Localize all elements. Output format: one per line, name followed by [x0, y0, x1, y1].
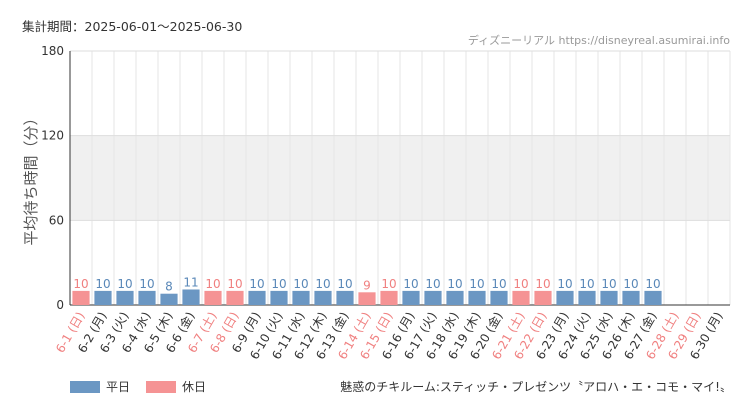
- bar: [622, 290, 640, 305]
- bar-value-label: 10: [447, 277, 462, 291]
- bar: [512, 290, 530, 305]
- bar-value-label: 10: [337, 277, 352, 291]
- bar: [226, 290, 244, 305]
- bar: [468, 290, 486, 305]
- bar-value-label: 10: [315, 277, 330, 291]
- bar: [182, 289, 200, 305]
- bar-value-label: 10: [469, 277, 484, 291]
- bar-value-label: 10: [403, 277, 418, 291]
- bar-value-label: 10: [205, 277, 220, 291]
- bar: [644, 290, 662, 305]
- bar-value-label: 10: [227, 277, 242, 291]
- bar-value-label: 10: [623, 277, 638, 291]
- bar-value-label: 8: [165, 280, 173, 294]
- chart-legend: 平日 休日: [70, 378, 206, 395]
- bar-value-label: 10: [491, 277, 506, 291]
- bar: [600, 290, 618, 305]
- bar: [424, 290, 442, 305]
- bar: [314, 290, 332, 305]
- bar: [534, 290, 552, 305]
- bar-value-label: 10: [117, 277, 132, 291]
- bar: [270, 290, 288, 305]
- bar-value-label: 10: [425, 277, 440, 291]
- attraction-name: 魅惑のチキルーム:スティッチ・プレゼンツ〝アロハ・エ・コモ・マイ!〟: [340, 380, 732, 394]
- bar-value-label: 10: [249, 277, 264, 291]
- bar-value-label: 10: [293, 277, 308, 291]
- bar-value-label: 10: [645, 277, 660, 291]
- bar-value-label: 10: [95, 277, 110, 291]
- bar: [556, 290, 574, 305]
- y-tick-label: 120: [41, 129, 64, 143]
- bar-value-label: 10: [513, 277, 528, 291]
- y-tick-label: 0: [56, 298, 64, 312]
- bar-value-label: 10: [535, 277, 550, 291]
- bar-value-label: 10: [73, 277, 88, 291]
- legend-item-weekday: 平日: [70, 378, 130, 395]
- bar: [116, 290, 134, 305]
- legend-label-holiday: 休日: [182, 380, 207, 394]
- bar: [358, 292, 376, 305]
- collection-period: 集計期間：2025-06-01〜2025-06-30: [22, 19, 243, 34]
- legend-label-weekday: 平日: [106, 380, 131, 394]
- bar: [446, 290, 464, 305]
- bar-value-label: 10: [579, 277, 594, 291]
- bar: [578, 290, 596, 305]
- bar: [402, 290, 420, 305]
- bar: [204, 290, 222, 305]
- bar: [380, 290, 398, 305]
- bar-value-label: 10: [139, 277, 154, 291]
- bar: [160, 293, 178, 305]
- bar-value-label: 10: [557, 277, 572, 291]
- bar-value-label: 10: [381, 277, 396, 291]
- bar: [292, 290, 310, 305]
- legend-item-holiday: 休日: [146, 378, 206, 395]
- legend-swatch-holiday: [146, 380, 177, 393]
- bar: [490, 290, 508, 305]
- bar: [248, 290, 266, 305]
- bar-value-label: 11: [183, 275, 198, 289]
- y-axis-title: 平均待ち時間（分）: [22, 110, 40, 245]
- legend-swatch-weekday: [70, 380, 100, 393]
- y-tick-label: 60: [49, 213, 64, 227]
- bar: [94, 290, 112, 305]
- bar-value-label: 9: [363, 278, 371, 292]
- y-tick-label: 180: [41, 44, 64, 58]
- bar: [336, 290, 354, 305]
- bar: [72, 290, 90, 305]
- source-credit: ディズニーリアル https://disneyreal.asumirai.inf…: [467, 34, 730, 47]
- bar-value-label: 10: [271, 277, 286, 291]
- bar-value-label: 10: [601, 277, 616, 291]
- bar: [138, 290, 156, 305]
